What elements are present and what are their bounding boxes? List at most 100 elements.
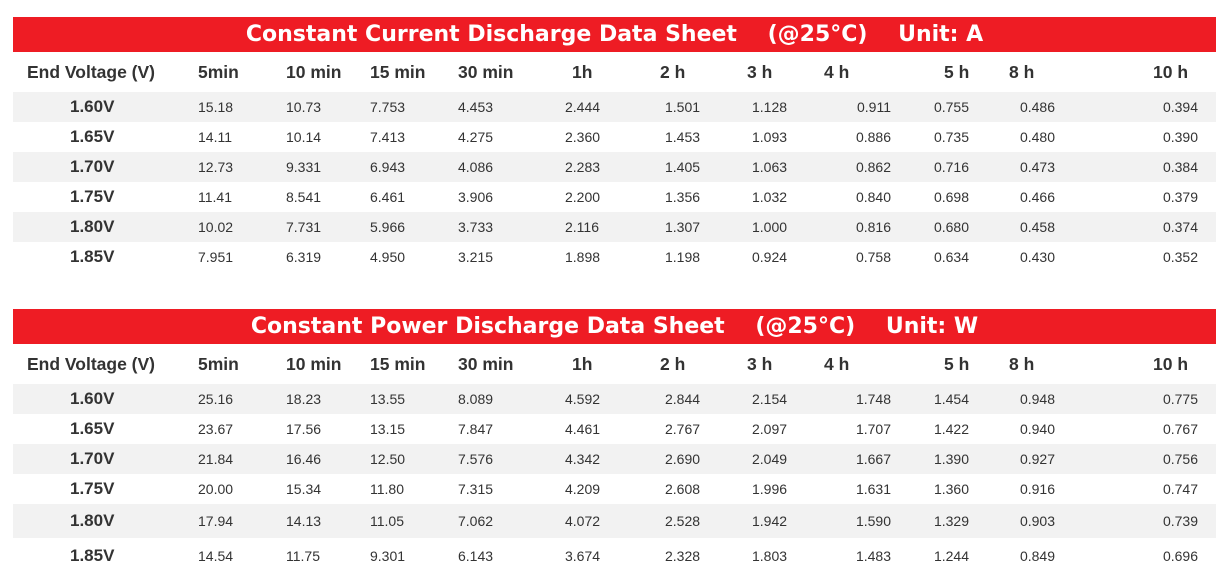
value-cell: 1.405 — [643, 152, 730, 182]
value-cell: 1.748 — [810, 384, 909, 414]
value-cell: 1.244 — [933, 548, 969, 564]
value-cell: 0.486 — [987, 92, 1073, 122]
value-cell: 1.453 — [665, 129, 701, 145]
table-header-row: End Voltage (V) 5min 10 min 15 min 30 mi… — [13, 344, 1216, 384]
value-cell: 1.501 — [643, 92, 730, 122]
column-header: 4 h — [824, 61, 850, 82]
value-cell: 2.528 — [643, 504, 730, 538]
value-cell: 2.608 — [665, 481, 701, 497]
table-row: 1.80V 17.94 14.13 11.05 7.062 4.072 2.528 1.942… — [13, 504, 1216, 538]
value-cell: 6.319 — [286, 249, 322, 265]
column-header: 2 h — [660, 353, 686, 374]
value-cell: 10.14 — [286, 129, 322, 145]
value-cell: 1.329 — [909, 504, 987, 538]
value-cell: 0.466 — [1019, 189, 1055, 205]
table-row: 1.65V 23.67 17.56 13.15 7.847 4.461 2.767 2.097… — [13, 414, 1216, 444]
column-header: 30 min — [458, 353, 514, 374]
table-row: 1.65V 14.11 10.14 7.413 4.275 2.360 1.453 1.093… — [13, 122, 1216, 152]
value-cell: 0.352 — [1162, 249, 1198, 265]
end-voltage-cell: 1.65V — [70, 419, 115, 438]
value-cell: 0.816 — [810, 212, 909, 242]
table-row: 1.60V 25.16 18.23 13.55 8.089 4.592 2.844 2.154… — [13, 384, 1216, 414]
end-voltage-cell: 1.80V — [13, 212, 188, 242]
value-cell: 1.942 — [730, 504, 810, 538]
column-header: 5 h — [944, 353, 970, 374]
table-header-row: End Voltage (V) 5min 10 min 15 min 30 mi… — [13, 52, 1216, 92]
value-cell: 9.331 — [276, 152, 360, 182]
value-cell: 4.461 — [565, 421, 601, 437]
column-header: 5 h — [944, 61, 970, 82]
value-cell: 23.67 — [198, 421, 234, 437]
value-cell: 1.032 — [752, 189, 788, 205]
value-cell: 11.80 — [370, 481, 404, 497]
column-header: 8 h — [1009, 61, 1035, 82]
value-cell: 6.943 — [360, 152, 448, 182]
value-cell: 3.906 — [458, 189, 494, 205]
current-sheet-title: Constant Current Discharge Data Sheet (@… — [13, 17, 1216, 52]
value-cell: 15.34 — [286, 481, 322, 497]
value-cell: 0.911 — [810, 92, 909, 122]
value-cell: 7.951 — [198, 249, 234, 265]
value-cell: 0.755 — [909, 92, 987, 122]
value-cell: 2.444 — [555, 92, 643, 122]
value-cell: 0.696 — [1162, 548, 1198, 564]
end-voltage-cell: 1.60V — [13, 384, 188, 414]
column-header: 10 min — [286, 353, 342, 374]
value-cell: 12.73 — [188, 152, 276, 182]
value-cell: 0.775 — [1073, 384, 1216, 414]
value-cell: 16.46 — [276, 444, 360, 474]
column-header: 5min — [198, 353, 239, 374]
current-discharge-sheet: Constant Current Discharge Data Sheet (@… — [13, 17, 1216, 272]
end-voltage-cell: 1.70V — [13, 444, 188, 474]
value-cell: 8.089 — [448, 384, 555, 414]
column-header: 3 h — [747, 61, 773, 82]
value-cell: 0.716 — [909, 152, 987, 182]
value-cell: 1.454 — [909, 384, 987, 414]
value-cell: 1.803 — [752, 548, 788, 564]
column-header: 1h — [572, 353, 593, 374]
value-cell: 3.215 — [458, 249, 494, 265]
value-cell: 1.000 — [730, 212, 810, 242]
value-cell: 14.11 — [198, 129, 232, 145]
value-cell: 0.394 — [1073, 92, 1216, 122]
column-header: 15 min — [370, 353, 426, 374]
value-cell: 7.315 — [458, 481, 494, 497]
value-cell: 0.634 — [933, 249, 969, 265]
value-cell: 0.927 — [987, 444, 1073, 474]
value-cell: 0.756 — [1073, 444, 1216, 474]
value-cell: 1.996 — [752, 481, 788, 497]
value-cell: 5.966 — [360, 212, 448, 242]
end-voltage-cell: 1.65V — [70, 127, 115, 146]
value-cell: 0.458 — [987, 212, 1073, 242]
value-cell: 21.84 — [188, 444, 276, 474]
column-header: 30 min — [458, 61, 514, 82]
value-cell: 4.592 — [555, 384, 643, 414]
power-sheet-title: Constant Power Discharge Data Sheet (@25… — [13, 309, 1216, 344]
value-cell: 4.950 — [370, 249, 406, 265]
value-cell: 1.093 — [752, 129, 788, 145]
value-cell: 14.54 — [198, 548, 234, 564]
value-cell: 7.062 — [448, 504, 555, 538]
current-discharge-table: End Voltage (V) 5min 10 min 15 min 30 mi… — [13, 52, 1216, 272]
value-cell: 13.15 — [370, 421, 406, 437]
column-header: 10 h — [1153, 353, 1189, 374]
column-header: 10 min — [286, 61, 342, 82]
value-cell: 2.690 — [643, 444, 730, 474]
value-cell: 0.379 — [1162, 189, 1198, 205]
value-cell: 0.903 — [987, 504, 1073, 538]
value-cell: 6.143 — [458, 548, 494, 564]
table-row: 1.75V 20.00 15.34 11.80 7.315 4.209 2.608 1.996… — [13, 474, 1216, 504]
value-cell: 1.356 — [665, 189, 701, 205]
value-cell: 4.072 — [555, 504, 643, 538]
value-cell: 0.916 — [1019, 481, 1055, 497]
value-cell: 0.758 — [855, 249, 891, 265]
value-cell: 10.02 — [188, 212, 276, 242]
value-cell: 1.667 — [810, 444, 909, 474]
column-header: 1h — [572, 61, 593, 82]
end-voltage-cell: 1.75V — [70, 187, 115, 206]
value-cell: 7.847 — [458, 421, 494, 437]
value-cell: 0.948 — [987, 384, 1073, 414]
value-cell: 4.275 — [458, 129, 494, 145]
value-cell: 3.733 — [448, 212, 555, 242]
table-row: 1.70V 12.73 9.331 6.943 4.086 2.283 1.405 1.063… — [13, 152, 1216, 182]
